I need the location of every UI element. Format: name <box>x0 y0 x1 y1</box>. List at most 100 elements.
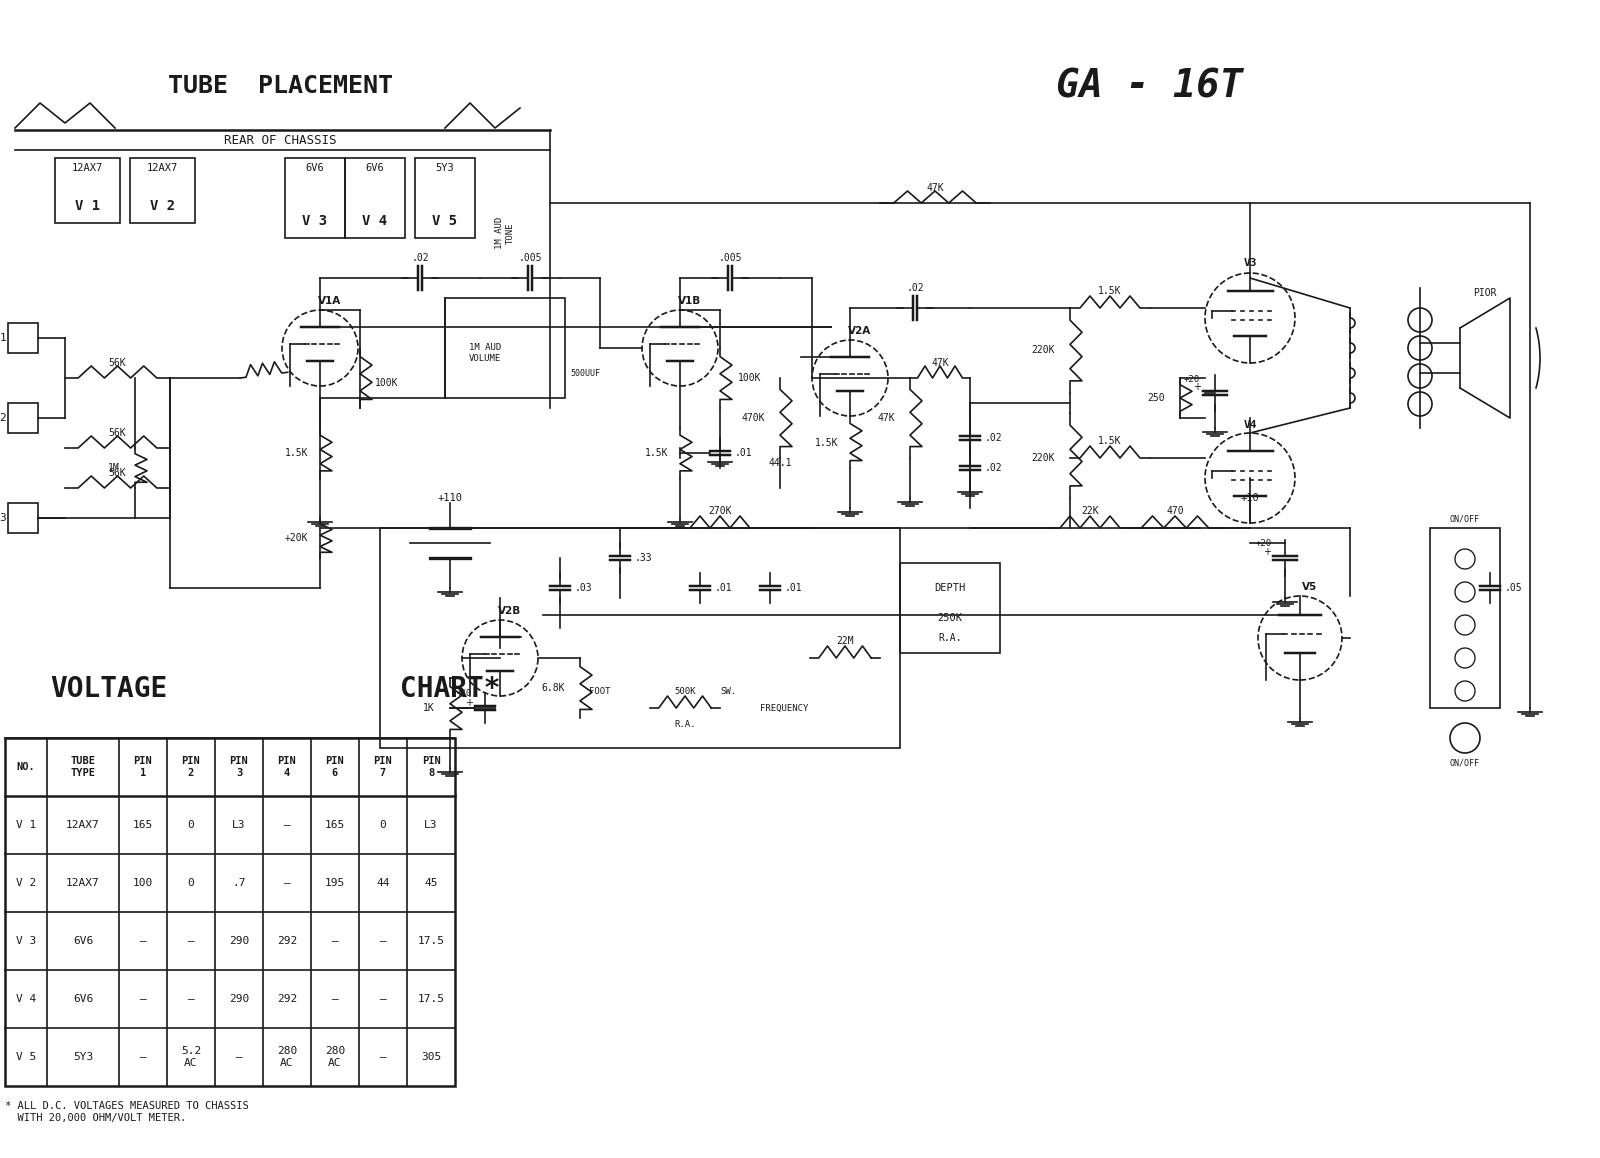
Text: NO.: NO. <box>16 762 35 772</box>
Text: 12AX7: 12AX7 <box>147 163 178 173</box>
Text: 12AX7: 12AX7 <box>66 878 99 888</box>
Text: +20: +20 <box>1256 538 1272 548</box>
Text: 250: 250 <box>1147 393 1165 403</box>
Text: 44: 44 <box>376 878 390 888</box>
Text: V4: V4 <box>1243 420 1256 430</box>
Text: 1K: 1K <box>424 703 435 713</box>
Text: .01: .01 <box>786 582 803 593</box>
Text: —: — <box>331 936 338 946</box>
Text: 6V6: 6V6 <box>74 994 93 1004</box>
Text: 290: 290 <box>229 994 250 1004</box>
Text: .02: .02 <box>411 252 429 263</box>
Text: 250K: 250K <box>938 613 963 623</box>
Text: .03: .03 <box>574 582 592 593</box>
Text: VOLTAGE: VOLTAGE <box>50 675 168 703</box>
Text: +10: +10 <box>1240 493 1259 503</box>
Text: —: — <box>379 936 386 946</box>
Text: 5Y3: 5Y3 <box>74 1051 93 1062</box>
Text: 56K: 56K <box>109 428 126 438</box>
Text: 1.5K: 1.5K <box>285 448 307 459</box>
Text: PIN
1: PIN 1 <box>134 756 152 778</box>
Text: SW.: SW. <box>720 687 736 696</box>
Text: 17.5: 17.5 <box>418 936 445 946</box>
Text: 1.5K: 1.5K <box>814 438 838 448</box>
Text: —: — <box>283 820 290 830</box>
Text: +: + <box>466 698 474 708</box>
Text: —: — <box>139 936 146 946</box>
Text: +20: +20 <box>458 689 472 697</box>
Text: 165: 165 <box>325 820 346 830</box>
Text: ON/OFF: ON/OFF <box>1450 514 1480 523</box>
Text: V 1: V 1 <box>16 820 37 830</box>
Text: REAR OF CHASSIS: REAR OF CHASSIS <box>224 133 336 147</box>
Text: 305: 305 <box>421 1051 442 1062</box>
Text: V 3: V 3 <box>302 214 328 228</box>
Text: 270K: 270K <box>709 506 731 516</box>
Text: 5Y3: 5Y3 <box>435 163 454 173</box>
Text: PIN
4: PIN 4 <box>278 756 296 778</box>
Text: +110: +110 <box>437 493 462 503</box>
Text: V2B: V2B <box>498 606 522 616</box>
Text: TUBE
TYPE: TUBE TYPE <box>70 756 96 778</box>
Text: 1: 1 <box>0 334 6 343</box>
Text: .02: .02 <box>986 463 1003 472</box>
Text: R.A.: R.A. <box>674 720 696 730</box>
Text: FREQUENCY: FREQUENCY <box>760 704 808 712</box>
Text: 1M AUD
VOLUME: 1M AUD VOLUME <box>469 343 501 362</box>
Text: 500K: 500K <box>674 687 696 696</box>
Text: —: — <box>379 1051 386 1062</box>
Text: 5.2
AC: 5.2 AC <box>181 1046 202 1068</box>
Text: .005: .005 <box>718 252 742 263</box>
Text: V 2: V 2 <box>16 878 37 888</box>
Text: 470K: 470K <box>741 413 765 423</box>
Text: 56K: 56K <box>109 468 126 478</box>
Text: 500UUF: 500UUF <box>570 368 600 378</box>
Text: 6V6: 6V6 <box>306 163 325 173</box>
Text: .7: .7 <box>232 878 246 888</box>
Text: PIOR: PIOR <box>1474 288 1496 298</box>
Text: 1M: 1M <box>109 463 120 472</box>
Text: 2: 2 <box>0 413 6 423</box>
Text: —: — <box>187 994 194 1004</box>
Text: 12AX7: 12AX7 <box>66 820 99 830</box>
Text: —: — <box>331 994 338 1004</box>
Text: V 2: V 2 <box>150 199 174 213</box>
Text: 0: 0 <box>187 878 194 888</box>
Text: V1A: V1A <box>318 296 342 306</box>
Text: —: — <box>235 1051 242 1062</box>
Text: 195: 195 <box>325 878 346 888</box>
Text: 47K: 47K <box>931 358 949 368</box>
Text: PIN
3: PIN 3 <box>230 756 248 778</box>
Text: 1.5K: 1.5K <box>645 448 669 459</box>
Text: .005: .005 <box>518 252 542 263</box>
Text: .02: .02 <box>906 283 923 293</box>
Text: V3: V3 <box>1243 258 1256 267</box>
Text: 6.8K: 6.8K <box>541 683 565 692</box>
Text: 280
AC: 280 AC <box>325 1046 346 1068</box>
Text: GA - 16T: GA - 16T <box>1056 68 1243 107</box>
Text: 22K: 22K <box>1082 506 1099 516</box>
Text: 0: 0 <box>379 820 386 830</box>
Text: 1.5K: 1.5K <box>1098 286 1122 296</box>
Text: .33: .33 <box>635 554 653 563</box>
Text: L3: L3 <box>232 820 246 830</box>
Text: 1M AUD
TONE: 1M AUD TONE <box>496 217 515 249</box>
Text: 165: 165 <box>133 820 154 830</box>
Text: .05: .05 <box>1506 582 1523 593</box>
Text: —: — <box>283 878 290 888</box>
Text: —: — <box>139 994 146 1004</box>
Text: V 5: V 5 <box>432 214 458 228</box>
Text: V1B: V1B <box>678 296 702 306</box>
Text: 12AX7: 12AX7 <box>72 163 102 173</box>
Text: PIN
2: PIN 2 <box>182 756 200 778</box>
Text: 47K: 47K <box>877 413 894 423</box>
Text: V 4: V 4 <box>363 214 387 228</box>
Text: TUBE  PLACEMENT: TUBE PLACEMENT <box>168 74 392 98</box>
Text: 47K: 47K <box>926 183 944 193</box>
Text: 45: 45 <box>424 878 438 888</box>
Text: 100K: 100K <box>738 373 762 383</box>
Text: +: + <box>1192 382 1200 393</box>
Text: 17.5: 17.5 <box>418 994 445 1004</box>
Text: 280
AC: 280 AC <box>277 1046 298 1068</box>
Text: 44.1: 44.1 <box>768 459 792 468</box>
